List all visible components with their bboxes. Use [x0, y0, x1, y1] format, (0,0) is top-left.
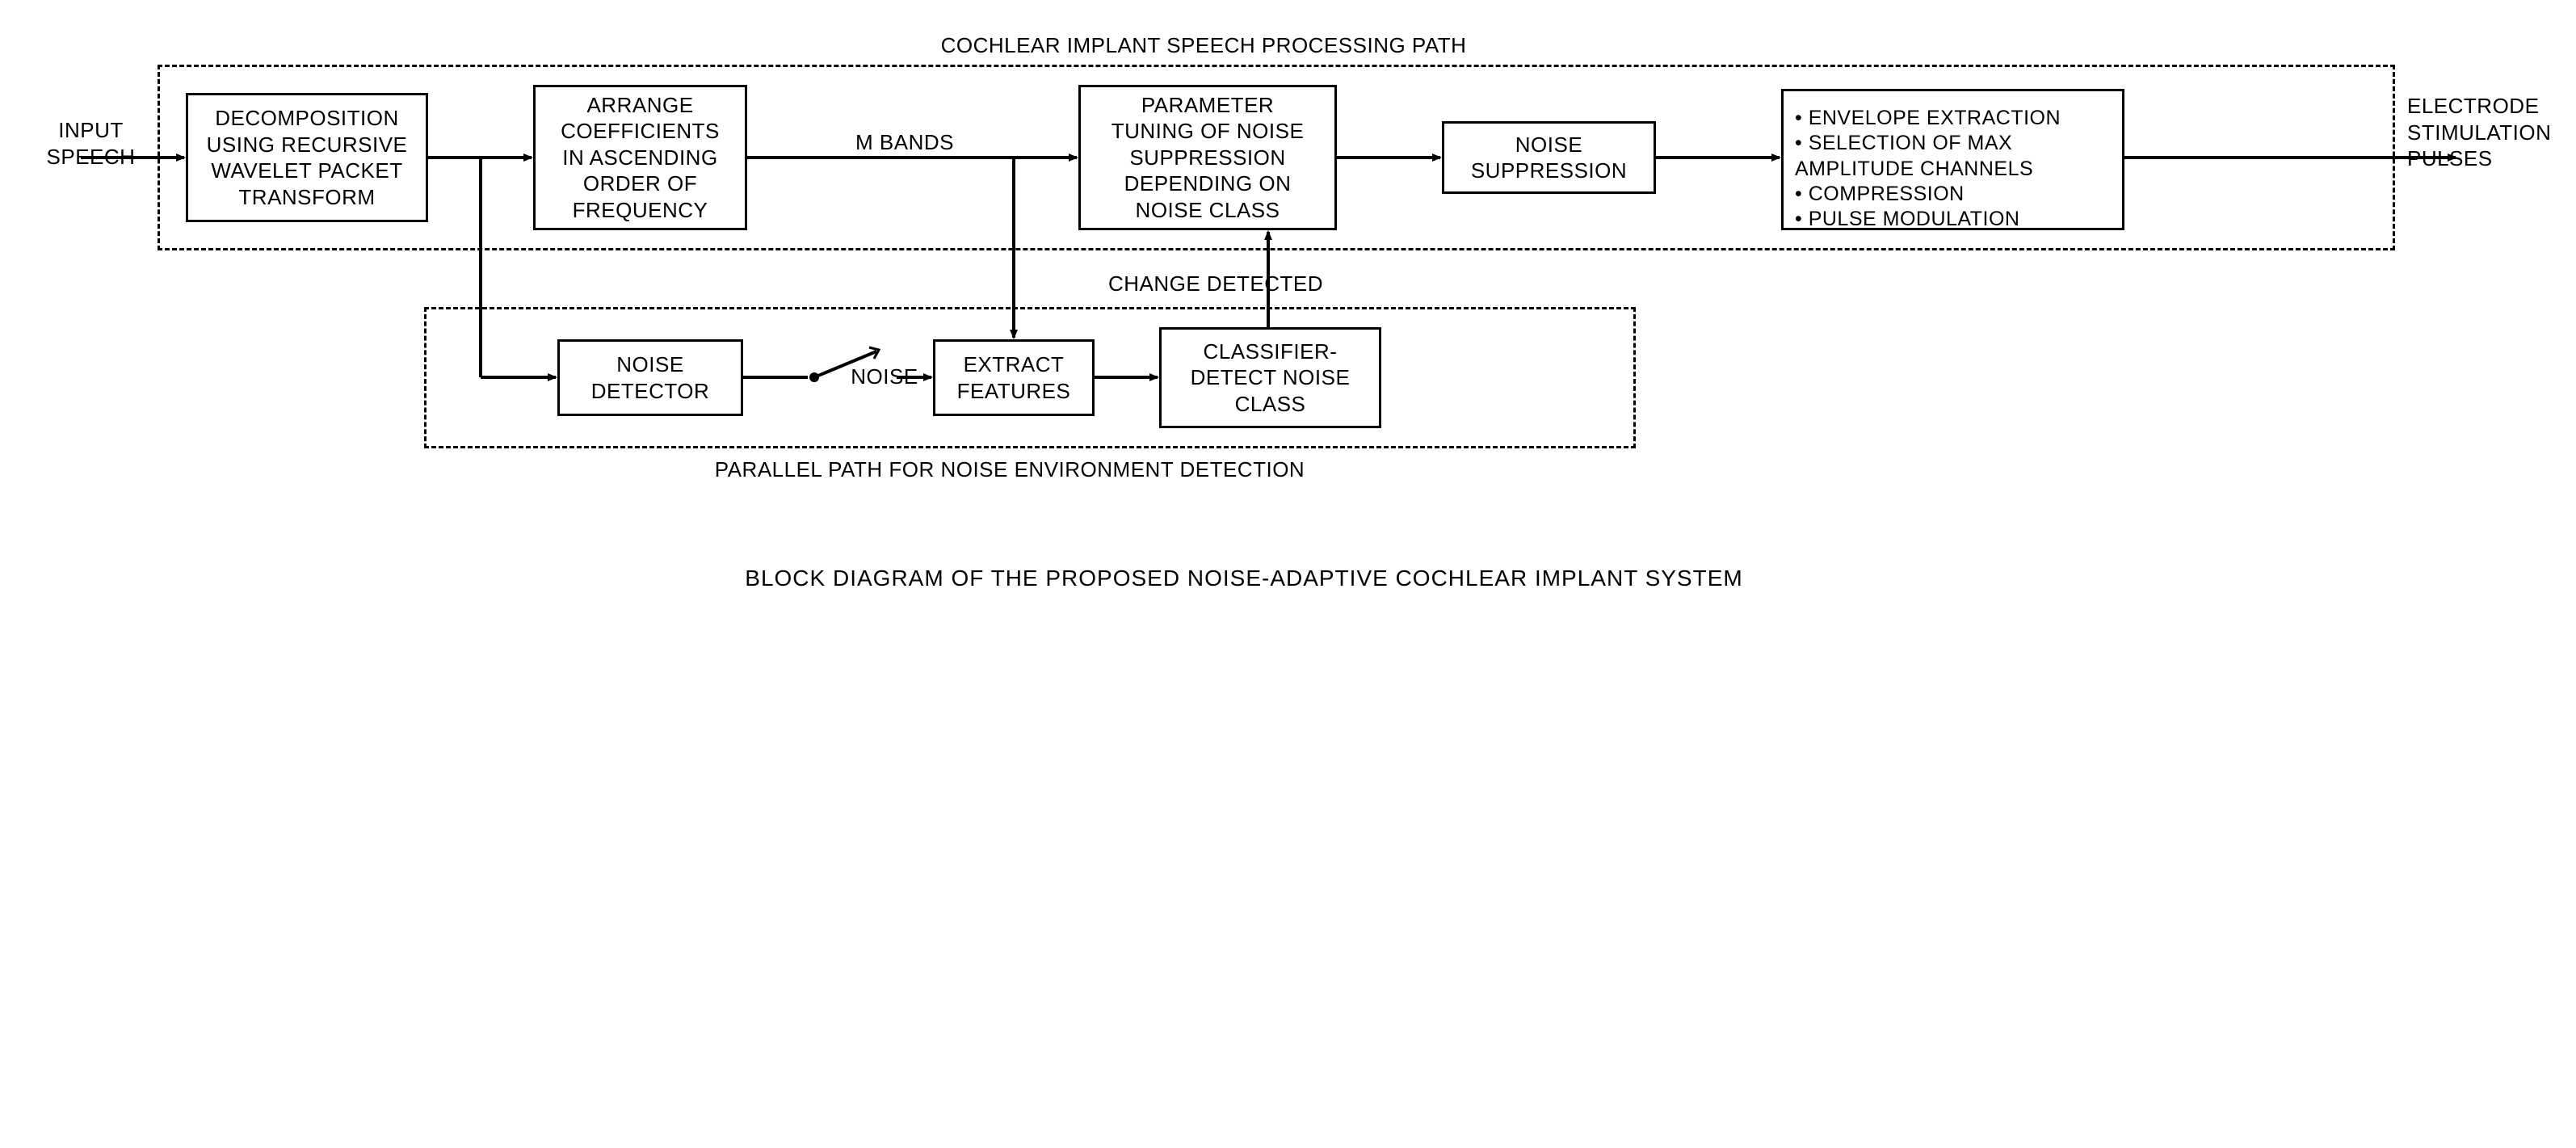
- bottom-path-title: PARALLEL PATH FOR NOISE ENVIRONMENT DETE…: [565, 456, 1454, 483]
- box-noise-suppression: NOISE SUPPRESSION: [1442, 121, 1656, 194]
- box-extract-features: EXTRACT FEATURES: [933, 339, 1095, 416]
- box-classifier: CLASSIFIER- DETECT NOISE CLASS: [1159, 327, 1381, 428]
- mbands-label: M BANDS: [840, 129, 969, 156]
- change-detected-label: CHANGE DETECTED: [1086, 271, 1345, 297]
- noise-switch-label: NOISE: [840, 364, 929, 390]
- top-path-title: COCHLEAR IMPLANT SPEECH PROCESSING PATH: [840, 32, 1567, 59]
- diagram-caption: BLOCK DIAGRAM OF THE PROPOSED NOISE-ADAP…: [436, 566, 2052, 591]
- box-param-tuning: PARAMETER TUNING OF NOISE SUPPRESSION DE…: [1078, 85, 1337, 230]
- input-speech-label: INPUT SPEECH: [32, 117, 149, 170]
- output-pulses-label: ELECTRODE STIMULATION PULSES: [2407, 93, 2569, 172]
- box-arrange: ARRANGE COEFFICIENTS IN ASCENDING ORDER …: [533, 85, 747, 230]
- box-final-stages: • ENVELOPE EXTRACTION • SELECTION OF MAX…: [1781, 89, 2124, 230]
- box-noise-detector: NOISE DETECTOR: [557, 339, 743, 416]
- box-decomposition: DECOMPOSITION USING RECURSIVE WAVELET PA…: [186, 93, 428, 222]
- block-diagram: COCHLEAR IMPLANT SPEECH PROCESSING PATH …: [32, 32, 2544, 679]
